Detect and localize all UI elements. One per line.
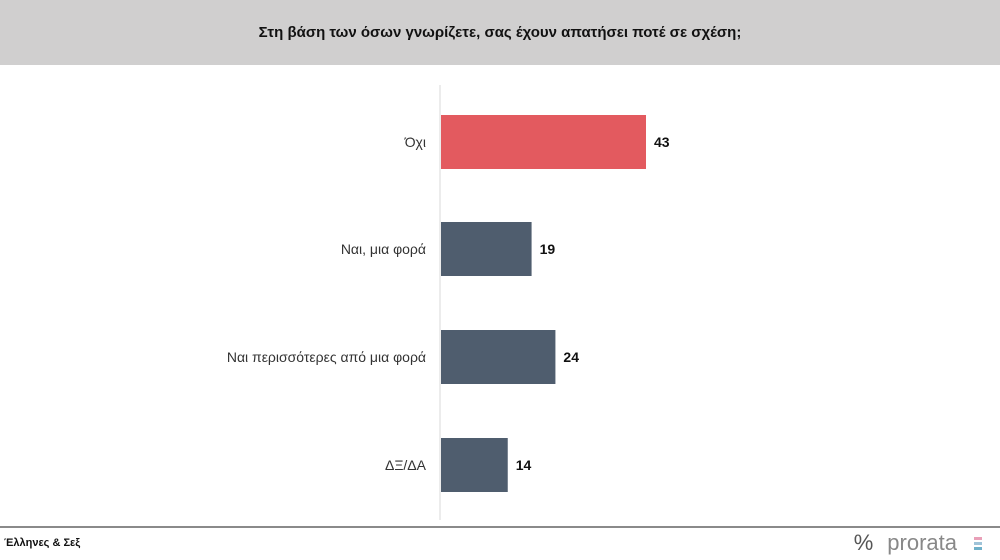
footer-divider	[0, 526, 1000, 528]
bar	[441, 438, 508, 492]
category-label: Ναι περισσότερες από μια φορά	[227, 349, 426, 365]
prorata-logo: % prorata	[854, 530, 982, 556]
bar	[441, 115, 646, 169]
data-label: 24	[563, 349, 579, 365]
data-label: 14	[516, 457, 532, 473]
category-label: Όχι	[404, 134, 426, 150]
data-label: 19	[540, 241, 556, 257]
chart-title: Στη βάση των όσων γνωρίζετε, σας έχουν α…	[0, 0, 1000, 65]
logo-text: prorata	[887, 530, 957, 555]
bar	[441, 222, 532, 276]
data-label: 43	[654, 134, 670, 150]
percent-icon: %	[853, 530, 874, 555]
source-label: Έλληνες & Σεξ	[4, 537, 81, 549]
category-label: ΔΞ/ΔΑ	[385, 457, 427, 473]
logo-bars-icon	[974, 536, 982, 550]
category-label: Ναι, μια φορά	[341, 241, 426, 257]
bar	[441, 330, 556, 384]
